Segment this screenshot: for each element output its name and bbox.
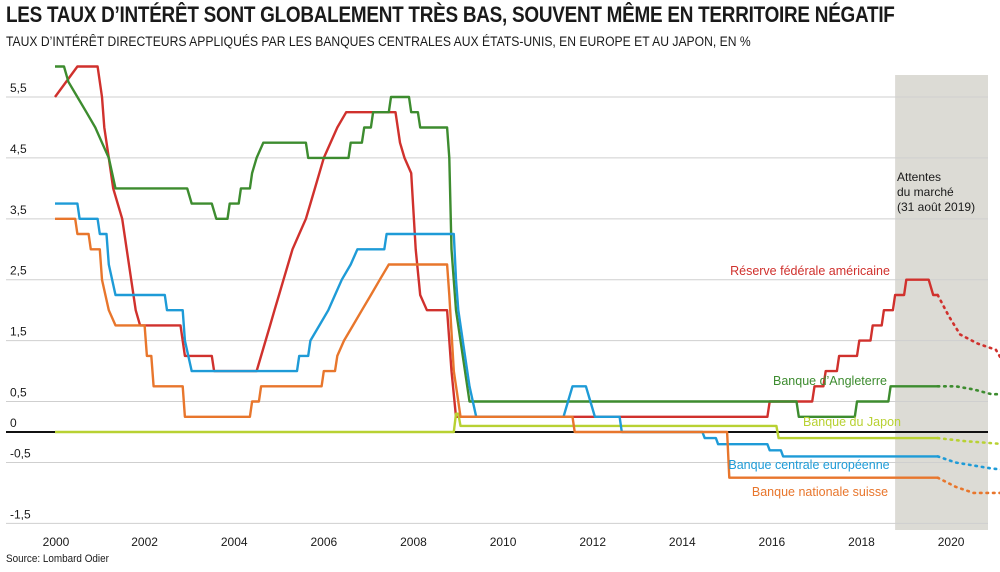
- x-tick-label: 2002: [131, 535, 158, 549]
- annotation-line: Attentes: [897, 170, 941, 184]
- y-tick-label: 1,5: [10, 325, 27, 339]
- series-line-2: [55, 412, 938, 440]
- y-tick-label: 2,5: [10, 264, 27, 278]
- series-label-0: Réserve fédérale américaine: [730, 264, 890, 278]
- chart-subtitle: TAUX D’INTÉRÊT DIRECTEURS APPLIQUÉS PAR …: [6, 34, 751, 49]
- series-label-3: Banque centrale européenne: [728, 458, 889, 472]
- series-forecast-3: [936, 455, 1000, 471]
- series-forecast-1: [936, 384, 1000, 396]
- y-tick-label: 3,5: [10, 203, 27, 217]
- series-label-4: Banque nationale suisse: [752, 485, 888, 499]
- x-tick-label: 2008: [400, 535, 427, 549]
- x-tick-label: 2020: [938, 535, 965, 549]
- x-tick-label: 2012: [579, 535, 606, 549]
- annotation-line: du marché: [897, 185, 954, 199]
- series-label-2: Banque du Japon: [803, 415, 901, 429]
- x-tick-label: 2014: [669, 535, 696, 549]
- chart-title: LES TAUX D’INTÉRÊT SONT GLOBALEMENT TRÈS…: [6, 2, 895, 27]
- x-tick-label: 2010: [490, 535, 517, 549]
- series-forecast-0: [936, 293, 1000, 360]
- y-tick-label: 5,5: [10, 81, 27, 95]
- series-forecast-2: [936, 436, 1000, 446]
- series-line-0: [54, 65, 938, 418]
- x-tick-label: 2000: [43, 535, 70, 549]
- series-line-4: [55, 217, 938, 479]
- x-tick-label: 2006: [310, 535, 337, 549]
- forecast-annotation: Attentes du marché (31 août 2019): [897, 170, 975, 214]
- y-tick-label: 0,5: [10, 386, 27, 400]
- annotation-line: (31 août 2019): [897, 200, 975, 214]
- y-tick-label: 4,5: [10, 142, 27, 156]
- x-tick-label: 2004: [221, 535, 248, 549]
- y-tick-label: -1,5: [10, 507, 31, 521]
- chart-source: Source: Lombard Odier: [6, 553, 109, 565]
- x-tick-label: 2016: [759, 535, 786, 549]
- series-label-1: Banque d’Angleterre: [773, 374, 887, 388]
- y-tick-label: 0: [10, 416, 17, 430]
- series-forecast-4: [936, 476, 1000, 495]
- x-tick-label: 2018: [848, 535, 875, 549]
- series-line-1: [55, 65, 938, 418]
- y-tick-label: -0,5: [10, 446, 31, 460]
